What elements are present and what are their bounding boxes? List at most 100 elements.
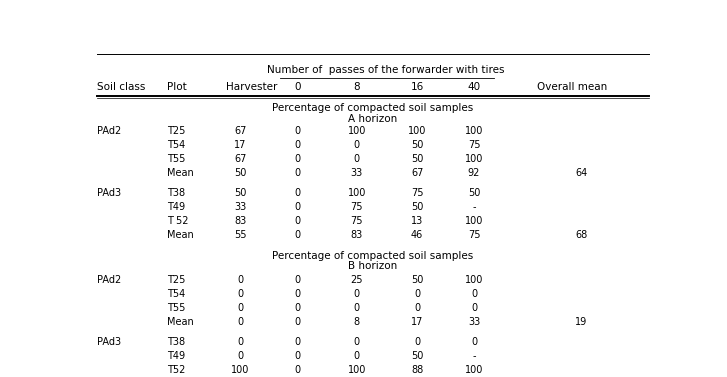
Text: 50: 50 bbox=[411, 140, 423, 150]
Text: 0: 0 bbox=[294, 230, 301, 240]
Text: 50: 50 bbox=[411, 351, 423, 361]
Text: Harvester: Harvester bbox=[226, 82, 278, 92]
Text: 50: 50 bbox=[411, 202, 423, 212]
Text: 50: 50 bbox=[467, 188, 481, 198]
Text: Number of  passes of the forwarder with tires: Number of passes of the forwarder with t… bbox=[268, 65, 505, 75]
Text: T54: T54 bbox=[167, 289, 185, 299]
Text: 0: 0 bbox=[294, 365, 301, 375]
Text: 0: 0 bbox=[237, 337, 244, 347]
Text: 100: 100 bbox=[231, 365, 249, 375]
Text: 0: 0 bbox=[294, 168, 301, 178]
Text: Mean: Mean bbox=[167, 317, 193, 327]
Text: 25: 25 bbox=[350, 275, 363, 285]
Text: 100: 100 bbox=[465, 154, 483, 164]
Text: 0: 0 bbox=[294, 275, 301, 285]
Text: Soil class: Soil class bbox=[97, 82, 145, 92]
Text: 0: 0 bbox=[237, 351, 244, 361]
Text: 50: 50 bbox=[411, 154, 423, 164]
Text: 33: 33 bbox=[234, 202, 246, 212]
Text: 0: 0 bbox=[294, 289, 301, 299]
Text: T25: T25 bbox=[167, 275, 185, 285]
Text: 33: 33 bbox=[350, 168, 363, 178]
Text: 64: 64 bbox=[575, 168, 587, 178]
Text: 0: 0 bbox=[294, 188, 301, 198]
Text: T49: T49 bbox=[167, 351, 185, 361]
Text: Percentage of compacted soil samples: Percentage of compacted soil samples bbox=[272, 251, 473, 261]
Text: 8: 8 bbox=[354, 317, 360, 327]
Text: 0: 0 bbox=[414, 337, 420, 347]
Text: 100: 100 bbox=[465, 126, 483, 136]
Text: Mean: Mean bbox=[167, 230, 193, 240]
Text: 17: 17 bbox=[411, 317, 423, 327]
Text: 75: 75 bbox=[350, 202, 363, 212]
Text: 0: 0 bbox=[237, 289, 244, 299]
Text: 17: 17 bbox=[234, 140, 246, 150]
Text: T52: T52 bbox=[167, 365, 185, 375]
Text: 50: 50 bbox=[234, 168, 246, 178]
Text: -: - bbox=[473, 202, 475, 212]
Text: Mean: Mean bbox=[167, 168, 193, 178]
Text: 0: 0 bbox=[471, 303, 477, 313]
Text: 0: 0 bbox=[354, 154, 360, 164]
Text: Percentage of compacted soil samples: Percentage of compacted soil samples bbox=[272, 103, 473, 113]
Text: 0: 0 bbox=[354, 140, 360, 150]
Text: T38: T38 bbox=[167, 188, 185, 198]
Text: T55: T55 bbox=[167, 303, 185, 313]
Text: 0: 0 bbox=[414, 303, 420, 313]
Text: 0: 0 bbox=[294, 303, 301, 313]
Text: 100: 100 bbox=[348, 188, 366, 198]
Text: 50: 50 bbox=[411, 275, 423, 285]
Text: Overall mean: Overall mean bbox=[537, 82, 608, 92]
Text: B horizon: B horizon bbox=[348, 261, 397, 271]
Text: T25: T25 bbox=[167, 126, 185, 136]
Text: 0: 0 bbox=[237, 303, 244, 313]
Text: T55: T55 bbox=[167, 154, 185, 164]
Text: 13: 13 bbox=[411, 216, 423, 226]
Text: 16: 16 bbox=[411, 82, 424, 92]
Text: PAd3: PAd3 bbox=[97, 337, 121, 347]
Text: 75: 75 bbox=[467, 230, 481, 240]
Text: -: - bbox=[473, 351, 475, 361]
Text: 67: 67 bbox=[234, 126, 246, 136]
Text: 100: 100 bbox=[408, 126, 426, 136]
Text: PAd2: PAd2 bbox=[97, 275, 121, 285]
Text: 92: 92 bbox=[467, 168, 481, 178]
Text: 0: 0 bbox=[414, 289, 420, 299]
Text: 100: 100 bbox=[465, 275, 483, 285]
Text: 33: 33 bbox=[468, 317, 480, 327]
Text: 0: 0 bbox=[471, 289, 477, 299]
Text: 46: 46 bbox=[411, 230, 423, 240]
Text: 100: 100 bbox=[465, 216, 483, 226]
Text: 0: 0 bbox=[354, 289, 360, 299]
Text: 0: 0 bbox=[294, 140, 301, 150]
Text: T38: T38 bbox=[167, 337, 185, 347]
Text: PAd2: PAd2 bbox=[97, 126, 121, 136]
Text: 0: 0 bbox=[294, 351, 301, 361]
Text: 55: 55 bbox=[234, 230, 246, 240]
Text: 68: 68 bbox=[575, 230, 587, 240]
Text: 75: 75 bbox=[411, 188, 423, 198]
Text: T 52: T 52 bbox=[167, 216, 188, 226]
Text: 0: 0 bbox=[237, 275, 244, 285]
Text: PAd3: PAd3 bbox=[97, 188, 121, 198]
Text: 0: 0 bbox=[237, 317, 244, 327]
Text: 88: 88 bbox=[411, 365, 423, 375]
Text: T54: T54 bbox=[167, 140, 185, 150]
Text: 0: 0 bbox=[294, 216, 301, 226]
Text: 8: 8 bbox=[353, 82, 360, 92]
Text: 0: 0 bbox=[294, 126, 301, 136]
Text: 50: 50 bbox=[234, 188, 246, 198]
Text: 0: 0 bbox=[471, 337, 477, 347]
Text: 83: 83 bbox=[350, 230, 363, 240]
Text: 100: 100 bbox=[348, 365, 366, 375]
Text: 0: 0 bbox=[294, 317, 301, 327]
Text: Plot: Plot bbox=[167, 82, 187, 92]
Text: 75: 75 bbox=[350, 216, 363, 226]
Text: 0: 0 bbox=[354, 337, 360, 347]
Text: 67: 67 bbox=[234, 154, 246, 164]
Text: 0: 0 bbox=[354, 303, 360, 313]
Text: 75: 75 bbox=[467, 140, 481, 150]
Text: T49: T49 bbox=[167, 202, 185, 212]
Text: 100: 100 bbox=[465, 365, 483, 375]
Text: 19: 19 bbox=[575, 317, 587, 327]
